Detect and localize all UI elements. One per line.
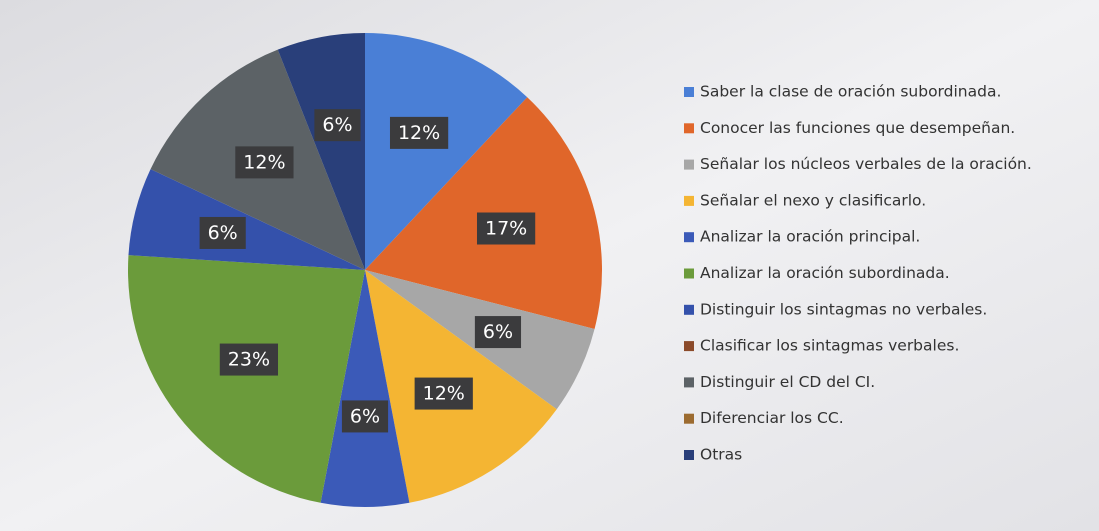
legend-swatch <box>684 341 694 352</box>
pie-slice <box>320 270 410 507</box>
legend-label: Saber la clase de oración subordinada. <box>700 83 1001 101</box>
legend-label: Distinguir el CD del CI. <box>700 373 875 391</box>
legend-swatch <box>684 304 694 315</box>
pie-slice <box>365 33 528 270</box>
legend-swatch <box>684 123 694 134</box>
data-label: 12% <box>243 151 285 173</box>
data-label: 23% <box>228 349 270 371</box>
legend-label: Analizar la oración principal. <box>700 228 920 246</box>
data-label: 12% <box>423 383 465 405</box>
legend-swatch <box>684 413 694 424</box>
data-label-box <box>235 146 294 179</box>
data-label-box <box>414 377 473 410</box>
data-label-box <box>474 316 522 349</box>
data-label-box <box>341 400 389 433</box>
legend-label: Distinguir los sintagmas no verbales. <box>700 300 987 318</box>
legend-swatch <box>684 377 694 388</box>
data-label: 6% <box>350 405 380 427</box>
data-label-box <box>219 343 279 376</box>
legend-label: Diferenciar los CC. <box>700 409 844 427</box>
legend-swatch <box>684 232 694 243</box>
legend-swatch <box>684 195 694 206</box>
legend-label: Señalar los núcleos verbales de la oraci… <box>700 155 1032 173</box>
legend-label: Otras <box>700 446 742 464</box>
data-label-box <box>199 216 246 249</box>
data-label: 6% <box>208 222 238 244</box>
legend-swatch <box>684 268 694 279</box>
data-label-box <box>389 116 449 149</box>
pie-slice <box>277 33 365 270</box>
data-label: 6% <box>322 114 352 136</box>
data-label-box <box>314 109 361 142</box>
legend-label: Señalar el nexo y clasificarlo. <box>700 191 926 209</box>
data-label: 12% <box>398 122 440 144</box>
legend-label: Conocer las funciones que desempeñan. <box>700 119 1015 137</box>
legend-label: Analizar la oración subordinada. <box>700 264 950 282</box>
legend-label: Clasificar los sintagmas verbales. <box>700 337 959 355</box>
data-label-box <box>476 212 536 245</box>
legend-swatch <box>684 450 694 460</box>
data-label: 17% <box>485 218 527 240</box>
legend-swatch <box>684 87 694 97</box>
legend-swatch <box>684 159 694 170</box>
data-label: 6% <box>483 321 513 343</box>
pie-slice <box>127 255 365 503</box>
pie-slice <box>128 169 365 270</box>
